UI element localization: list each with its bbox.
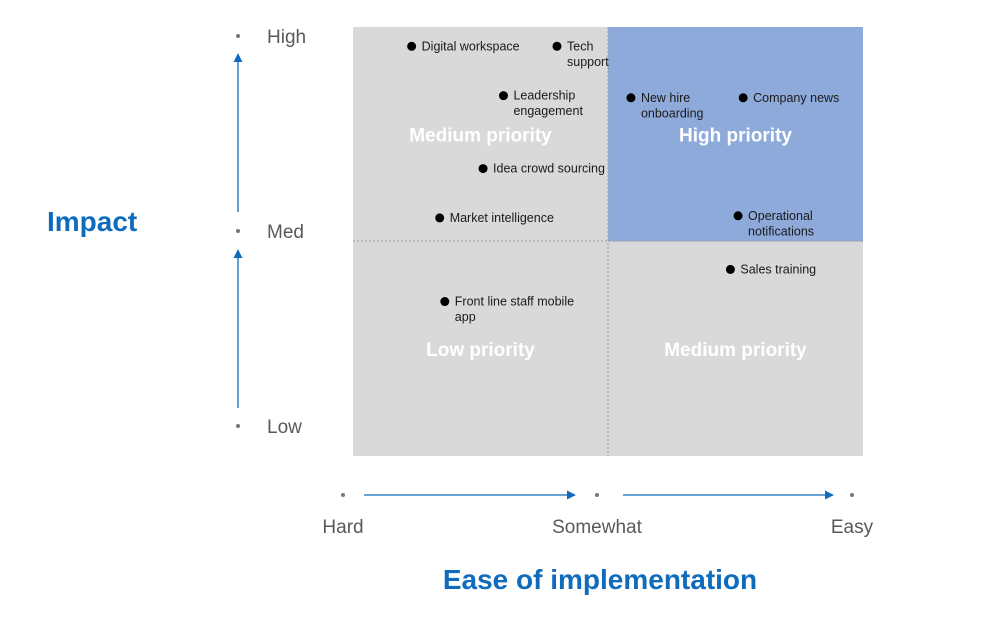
point-marker-2 bbox=[498, 91, 508, 101]
point-label-5-0: New hire bbox=[641, 91, 690, 105]
point-label-9-0: Front line staff mobile bbox=[455, 295, 574, 309]
point-marker-8 bbox=[725, 264, 735, 274]
x-axis-dot-somewhat bbox=[595, 493, 599, 497]
quadrant-dividers bbox=[353, 27, 863, 456]
point-label-4-0: Market intelligence bbox=[450, 211, 554, 225]
x-tick-hard: Hard bbox=[322, 517, 363, 538]
y-axis-dot-med bbox=[236, 229, 240, 233]
y-axis-dot-high bbox=[236, 34, 240, 38]
point-marker-4 bbox=[435, 213, 445, 223]
point-marker-6 bbox=[738, 93, 748, 103]
point-marker-7 bbox=[733, 211, 743, 221]
quadrant-layer bbox=[353, 27, 863, 456]
quadrant-2 bbox=[353, 241, 608, 456]
point-marker-0 bbox=[407, 41, 417, 51]
point-label-7-0: Operational bbox=[748, 209, 813, 223]
point-label-5-1: onboarding bbox=[641, 106, 704, 120]
y-tick-low: Low bbox=[267, 417, 302, 438]
point-label-8-0: Sales training bbox=[740, 262, 816, 276]
point-marker-3 bbox=[478, 164, 488, 174]
quadrant-label-2: Low priority bbox=[426, 340, 535, 361]
point-marker-9 bbox=[440, 297, 450, 307]
point-label-9-1: app bbox=[455, 310, 476, 324]
quadrant-0 bbox=[353, 27, 608, 242]
y-tick-med: Med bbox=[267, 222, 304, 243]
point-label-1-0: Tech bbox=[567, 39, 593, 53]
quadrant-1 bbox=[608, 27, 863, 242]
quadrant-3 bbox=[608, 241, 863, 456]
y-axis: High Med Low Impact bbox=[47, 27, 306, 438]
y-axis-title: Impact bbox=[47, 206, 137, 237]
y-axis-dot-low bbox=[236, 424, 240, 428]
x-tick-somewhat: Somewhat bbox=[552, 517, 642, 538]
quadrant-labels: Medium priority High priority Low priority… bbox=[409, 125, 807, 361]
point-marker-1 bbox=[552, 41, 562, 51]
x-axis-dot-hard bbox=[341, 493, 345, 497]
y-tick-high: High bbox=[267, 27, 306, 48]
data-points: Digital workspace Tech support Leadershipen… bbox=[407, 39, 839, 324]
point-label-0-0: Digital workspace bbox=[422, 39, 520, 53]
x-axis: Hard Somewhat Easy Ease of implementatio… bbox=[322, 490, 874, 595]
x-axis-dot-easy bbox=[850, 493, 854, 497]
point-label-7-1: notifications bbox=[748, 224, 814, 238]
point-label-3-0: Idea crowd sourcing bbox=[493, 162, 605, 176]
quadrant-label-0: Medium priority bbox=[409, 125, 552, 146]
quadrant-label-1: High priority bbox=[679, 125, 792, 146]
point-label-2-1: engagement bbox=[513, 104, 583, 118]
point-marker-5 bbox=[626, 93, 636, 103]
quadrant-label-3: Medium priority bbox=[664, 340, 807, 361]
x-axis-title: Ease of implementation bbox=[443, 564, 757, 595]
point-label-2-0: Leadership bbox=[513, 89, 575, 103]
point-label-1-1: support bbox=[567, 55, 609, 69]
point-label-6-0: Company news bbox=[753, 91, 839, 105]
x-tick-easy: Easy bbox=[831, 517, 874, 538]
